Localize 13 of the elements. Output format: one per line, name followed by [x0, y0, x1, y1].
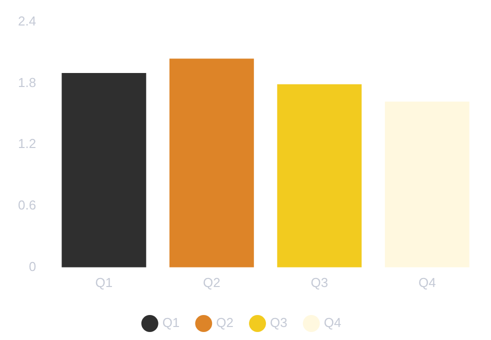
x-tick-label: Q3	[310, 274, 328, 290]
y-tick-label: 0	[28, 258, 36, 274]
legend-label: Q2	[216, 315, 234, 330]
legend-label: Q1	[162, 315, 180, 330]
legend-label: Q3	[270, 315, 288, 330]
x-tick-label: Q4	[418, 274, 436, 290]
x-tick-label: Q1	[95, 274, 113, 290]
y-tick-label: 0.6	[18, 198, 36, 213]
legend-label: Q4	[324, 315, 342, 330]
y-tick-label: 1.2	[18, 136, 36, 152]
y-tick-label: 1.8	[18, 74, 36, 90]
x-tick-label: Q2	[203, 274, 220, 290]
y-tick-label: 2.4	[18, 13, 36, 28]
